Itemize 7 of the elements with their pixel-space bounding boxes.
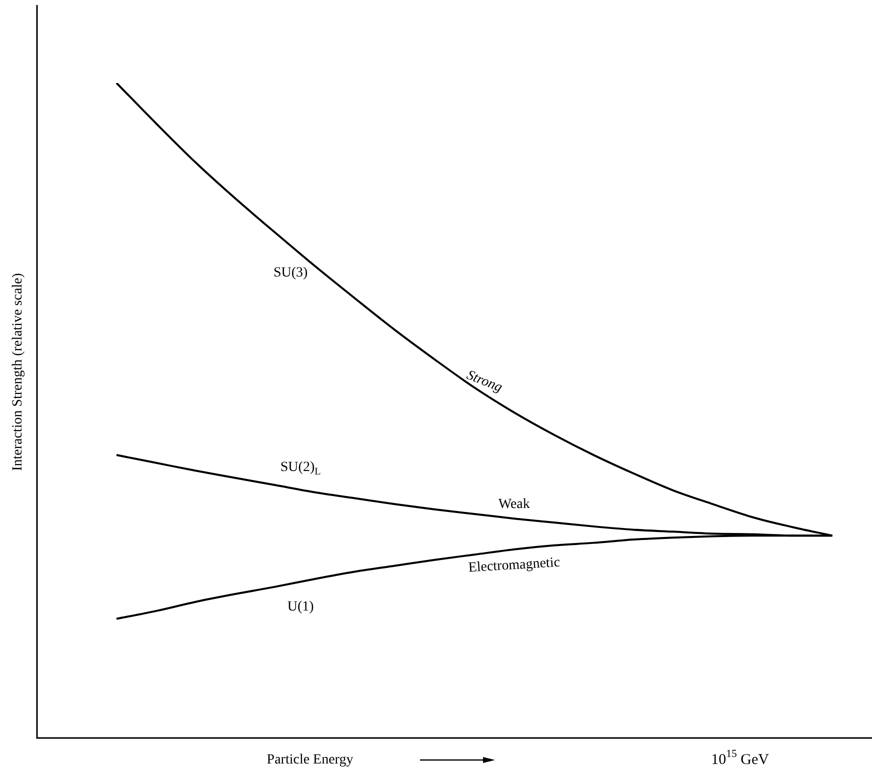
series-label: Weak — [498, 497, 530, 512]
x-axis-title: Particle Energy — [266, 752, 354, 768]
annotation: SU(3) — [273, 266, 308, 281]
y-axis-title: Interaction Strength (relative scale) — [10, 272, 26, 471]
series-label: Electromagnetic — [468, 555, 560, 576]
annotation: U(1) — [287, 599, 314, 614]
text: Strong — [464, 368, 504, 396]
